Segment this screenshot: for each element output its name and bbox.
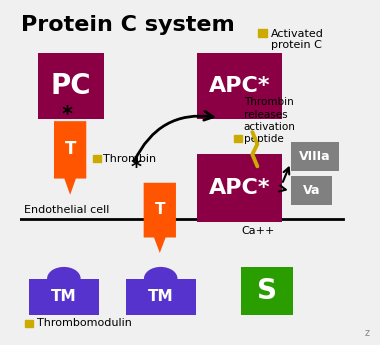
Text: Ca++: Ca++ [242,226,275,236]
Ellipse shape [144,267,177,290]
Text: Endothelial cell: Endothelial cell [24,205,109,215]
Text: APC*: APC* [209,76,270,96]
Text: S: S [256,277,277,305]
Text: Thrombin
releases
activation
peptide: Thrombin releases activation peptide [244,97,296,145]
Polygon shape [54,121,86,195]
Text: Thrombin: Thrombin [103,154,156,164]
Polygon shape [144,183,176,253]
FancyBboxPatch shape [126,279,196,315]
Text: PC: PC [51,72,91,100]
Text: Va: Va [302,184,320,197]
Bar [93,155,101,162]
Text: *: * [131,158,142,178]
FancyArrowPatch shape [134,111,213,161]
FancyArrowPatch shape [279,186,286,191]
Text: T: T [155,202,165,217]
Text: Activated
protein C: Activated protein C [271,29,324,50]
FancyBboxPatch shape [29,279,99,315]
Bar [25,320,33,327]
FancyBboxPatch shape [198,154,282,222]
FancyBboxPatch shape [38,53,104,119]
FancyArrowPatch shape [283,168,289,182]
Ellipse shape [47,267,81,290]
Bar [258,29,268,37]
Text: TM: TM [148,289,174,304]
Text: TM: TM [51,289,77,304]
Text: Thrombomodulin: Thrombomodulin [37,318,131,328]
FancyBboxPatch shape [241,267,293,315]
Text: VIIIa: VIIIa [299,150,331,163]
Bar [234,135,242,142]
Text: Protein C system: Protein C system [21,15,234,35]
Text: z: z [365,328,370,338]
Text: *: * [62,105,73,125]
FancyBboxPatch shape [291,142,339,171]
Text: APC*: APC* [209,178,270,198]
FancyBboxPatch shape [198,53,282,119]
Text: T: T [65,140,76,158]
FancyBboxPatch shape [291,176,332,205]
